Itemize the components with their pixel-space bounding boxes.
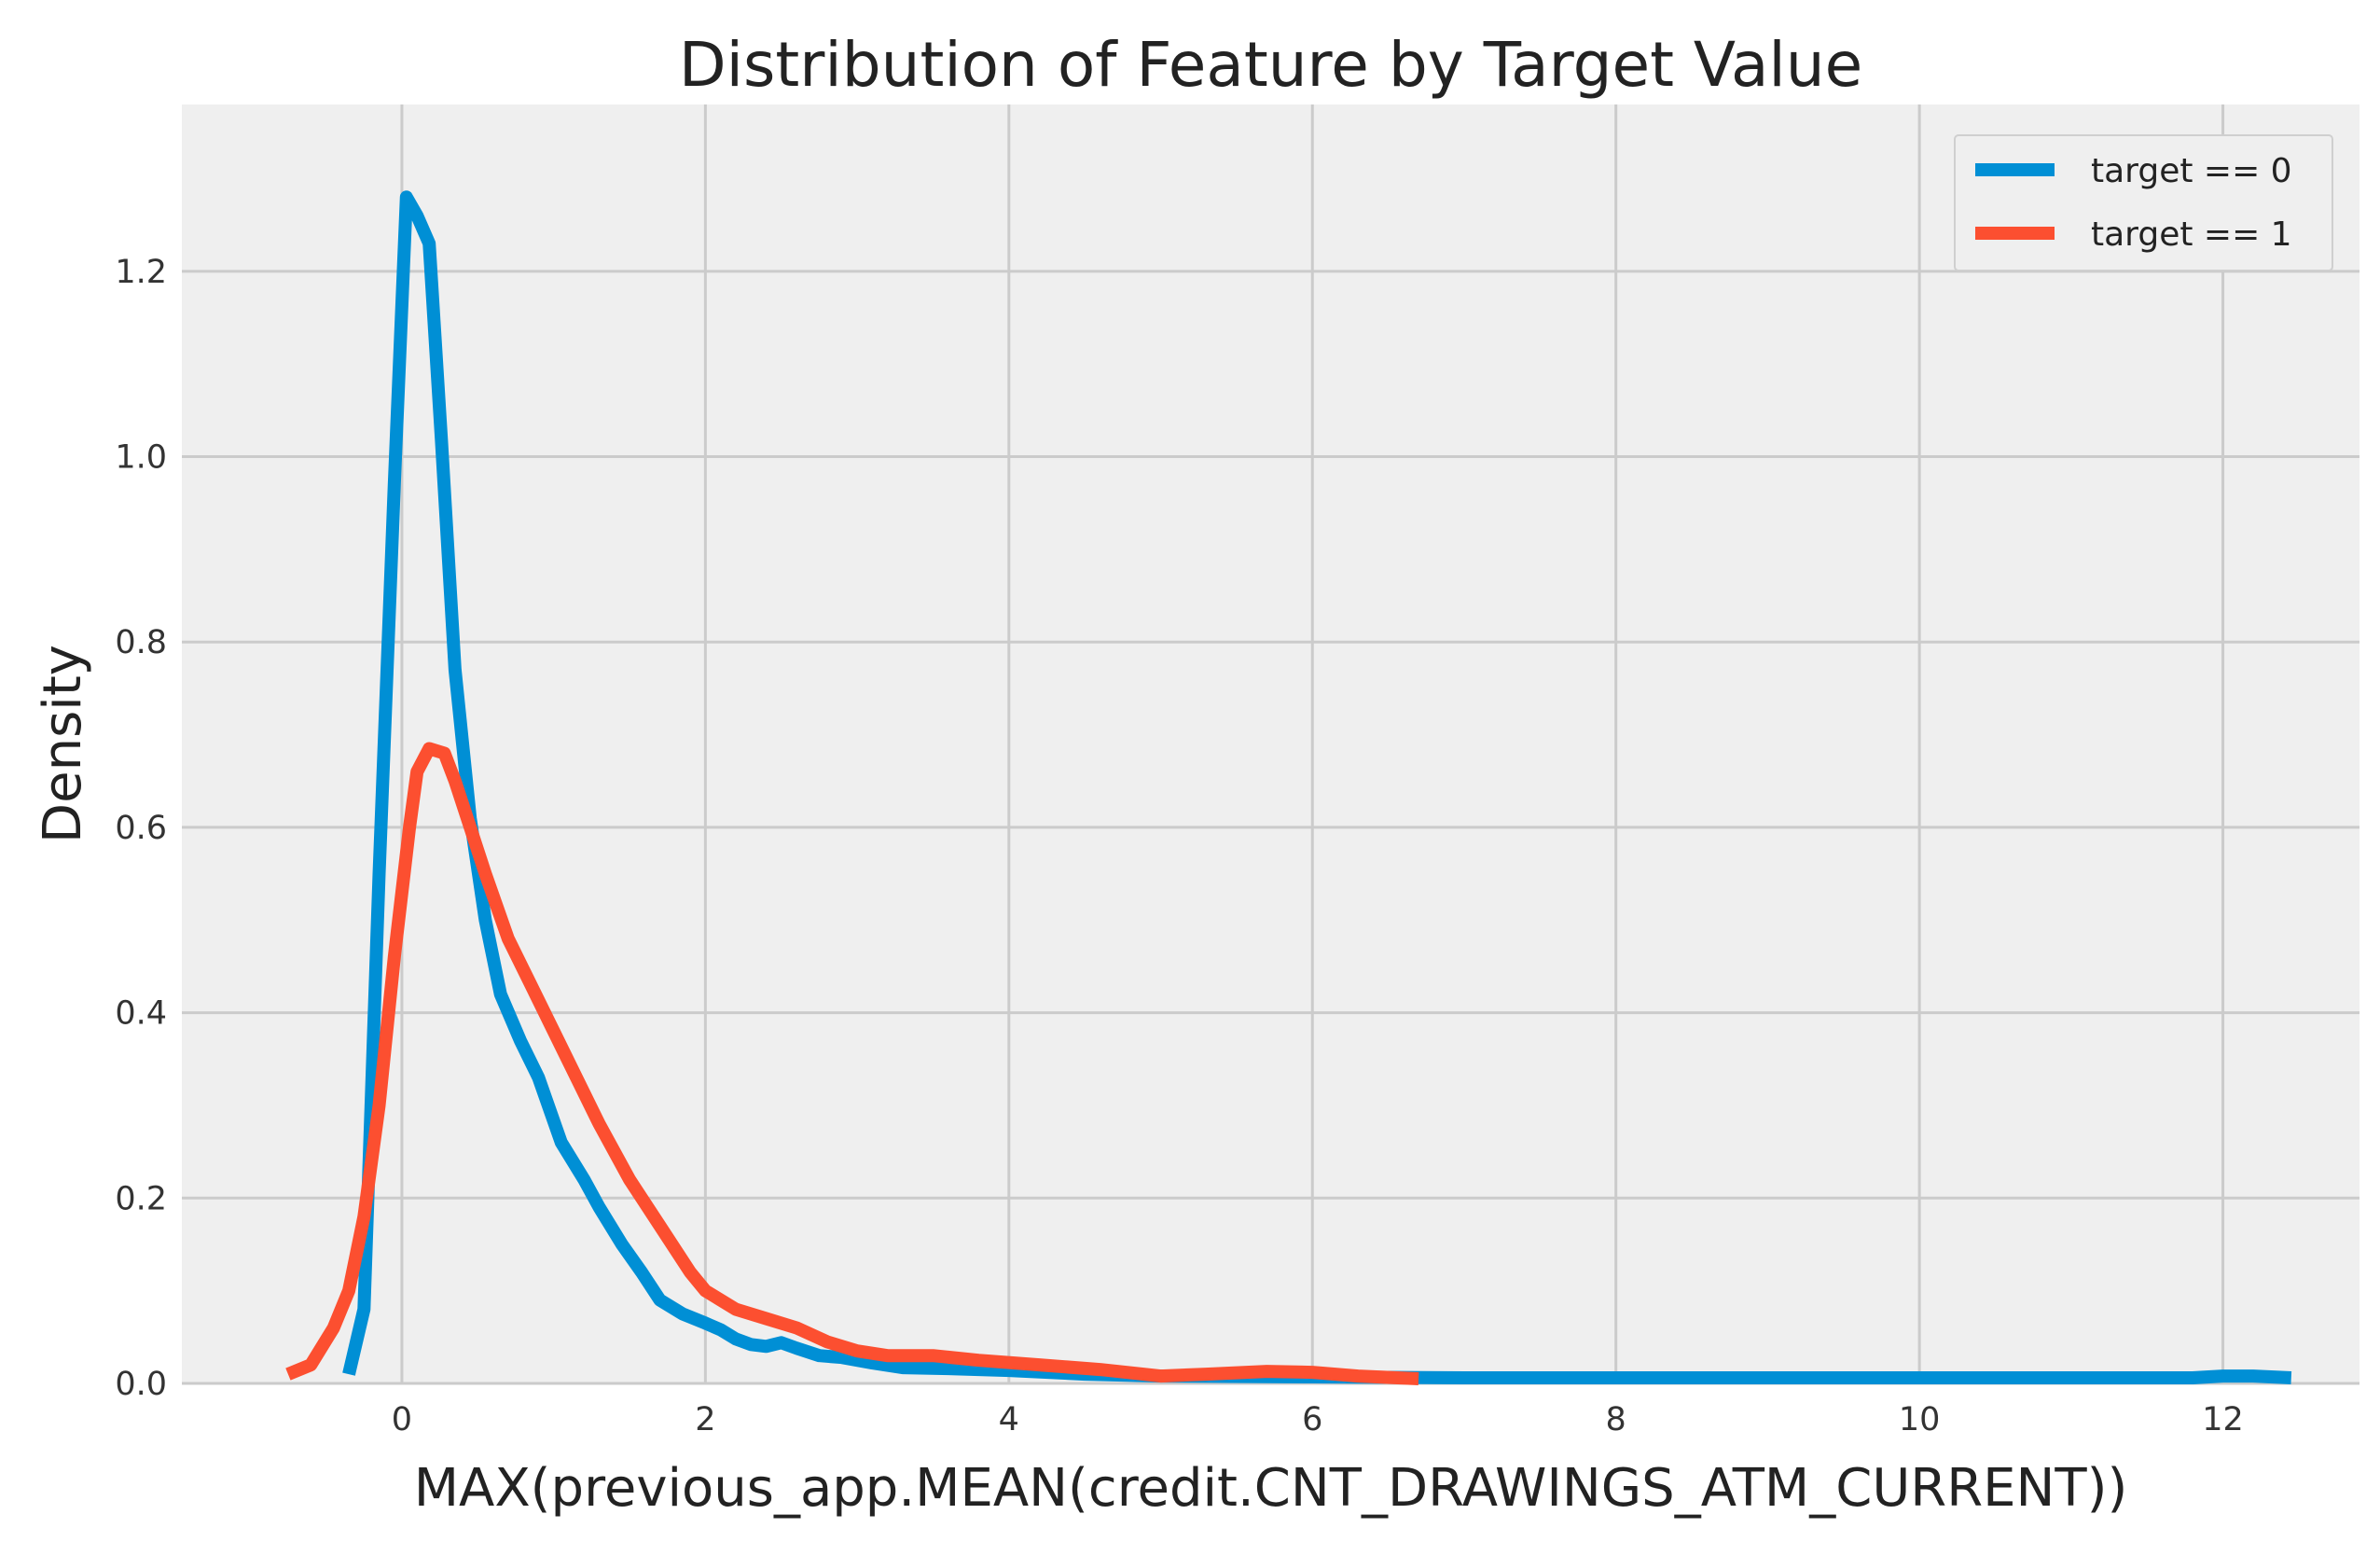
series-line-target-0 [342, 190, 2292, 1384]
y-tick-label: 0.8 [115, 624, 167, 661]
chart-title: Distribution of Feature by Target Value [679, 29, 1862, 101]
x-axis-label: MAX(previous_app.MEAN(credit.CNT_DRAWING… [414, 1458, 2128, 1519]
x-tick-label: 8 [1606, 1401, 1626, 1438]
y-tick-label: 0.2 [115, 1180, 167, 1217]
tick-labels: 0 2 4 6 8 10 12 0.0 0.2 0.4 0.6 0.8 1.0 1.2 [115, 254, 2243, 1438]
series-lines [285, 190, 2292, 1385]
y-tick-label: 0.6 [115, 810, 167, 847]
y-tick-label: 1.2 [115, 254, 167, 291]
legend: target == 0 target == 1 [1954, 134, 2333, 271]
x-tick-label: 2 [695, 1401, 715, 1438]
x-tick-label: 10 [1899, 1401, 1941, 1438]
y-tick-label: 1.0 [115, 439, 167, 477]
x-tick-label: 4 [999, 1401, 1019, 1438]
y-tick-label: 0.0 [115, 1366, 167, 1403]
legend-label-target-1: target == 1 [2091, 215, 2292, 254]
x-tick-label: 12 [2202, 1401, 2244, 1438]
y-tick-label: 0.4 [115, 995, 167, 1033]
x-tick-label: 0 [392, 1401, 412, 1438]
series-line-target-1 [285, 742, 1419, 1385]
x-tick-label: 6 [1302, 1401, 1322, 1438]
y-axis-label: Density [33, 645, 93, 843]
plot-area [182, 104, 2359, 1383]
grid [182, 104, 2359, 1385]
legend-label-target-0: target == 0 [2091, 152, 2292, 190]
